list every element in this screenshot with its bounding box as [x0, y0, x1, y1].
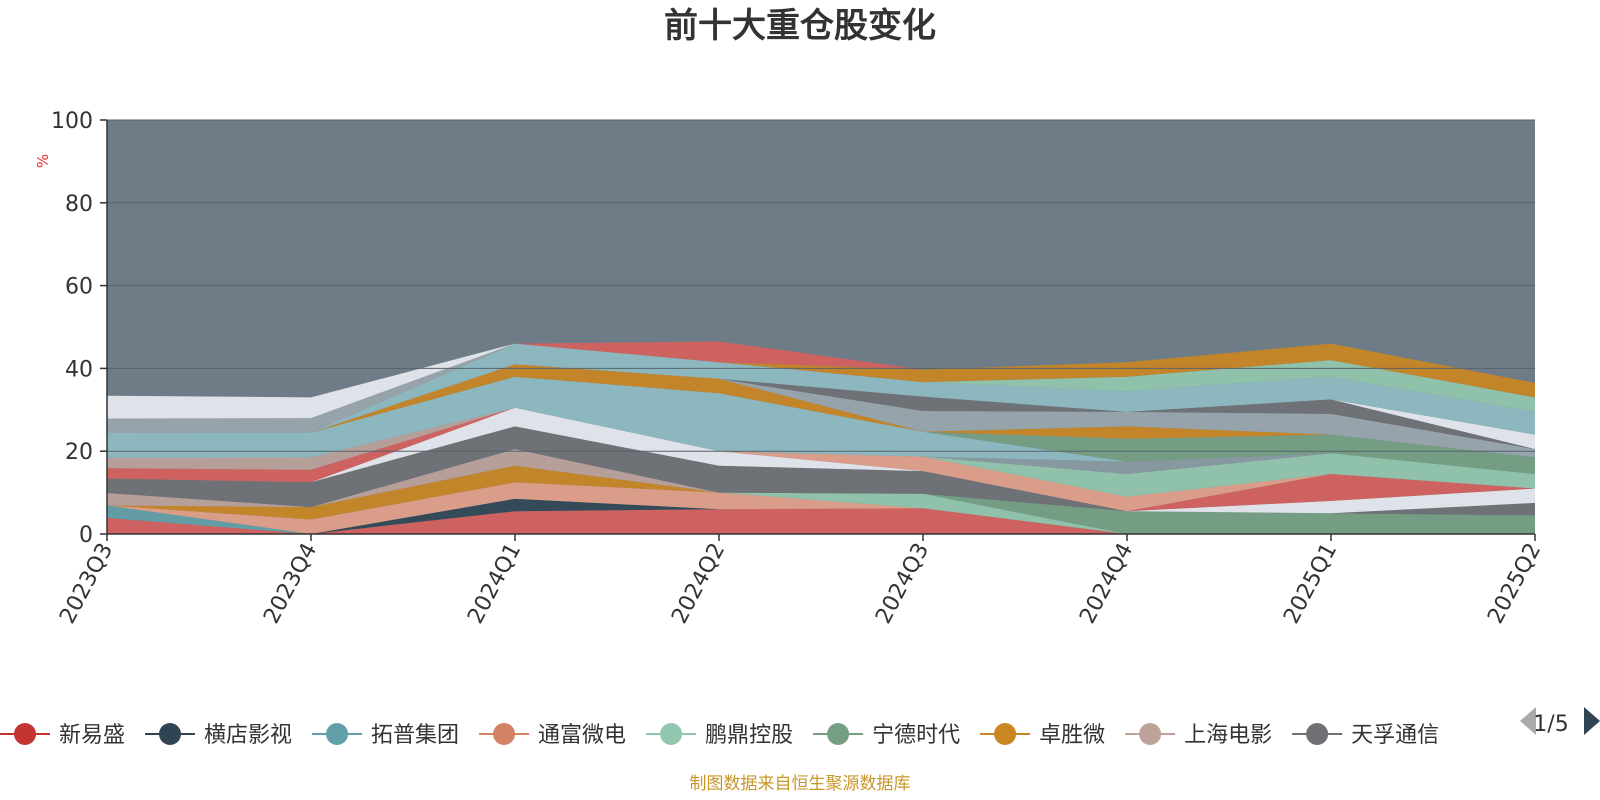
area-series-25[interactable]: [107, 341, 1535, 434]
x-tick-label: 2023Q3: [55, 539, 118, 628]
x-tick-label: 2024Q2: [667, 539, 730, 628]
area-series-24[interactable]: [107, 341, 1535, 434]
area-series-26[interactable]: [107, 341, 1535, 419]
legend-label: 天孚通信: [1351, 723, 1439, 748]
y-tick-label: 80: [65, 192, 93, 217]
area-series-15[interactable]: [107, 376, 1535, 474]
legend-label: 宁德时代: [872, 723, 960, 748]
legend-marker: [1306, 723, 1329, 745]
x-tick-label: 2024Q3: [871, 539, 934, 628]
legend-marker: [994, 723, 1017, 745]
legend-label: 横店影视: [204, 723, 292, 748]
triangle-right-icon[interactable]: [1584, 707, 1600, 735]
area-series-9[interactable]: [107, 407, 1535, 514]
legend-marker: [493, 723, 516, 745]
legend-label: 拓普集团: [371, 723, 459, 748]
legend-label: 卓胜微: [1039, 723, 1105, 748]
area-series-17[interactable]: [107, 364, 1535, 458]
area-series-21[interactable]: [107, 343, 1535, 435]
y-tick-label: 0: [79, 523, 93, 548]
legend-item[interactable]: 鹏鼎控股: [646, 723, 793, 748]
area-series-3[interactable]: [107, 482, 1535, 534]
legend-label: 通富微电: [538, 723, 626, 748]
legend-label: 上海电影: [1184, 723, 1272, 748]
x-tick-label: 2025Q2: [1483, 539, 1546, 628]
area-series-19[interactable]: [107, 364, 1535, 450]
legend-marker: [1139, 723, 1162, 745]
x-tick-label: 2024Q1: [463, 539, 526, 628]
data-source-note: 制图数据来自恒生聚源数据库: [690, 774, 911, 794]
y-axis-unit-label: %: [34, 154, 52, 168]
legend: 新易盛 横店影视 拓普集团 通富微电 鹏鼎控股 宁德时代 卓胜微 上海电影 天孚通信: [0, 723, 1439, 748]
area-series-8[interactable]: [107, 426, 1535, 516]
legend-item[interactable]: 宁德时代: [813, 723, 960, 748]
y-tick-label: 60: [65, 275, 93, 300]
legend-item[interactable]: 新易盛: [0, 723, 125, 748]
area-series-11[interactable]: [107, 407, 1535, 512]
legend-page-indicator: 1/5: [1533, 712, 1568, 737]
legend-label: 鹏鼎控股: [705, 723, 793, 748]
stacked-area-series: [107, 341, 1535, 534]
legend-item[interactable]: 上海电影: [1125, 723, 1272, 748]
area-series-6[interactable]: [107, 465, 1535, 520]
area-series-5[interactable]: [107, 482, 1535, 534]
y-tick-label: 20: [65, 440, 93, 465]
grid-lines: [107, 119, 1535, 452]
area-series-23[interactable]: [107, 343, 1535, 433]
area-series-16[interactable]: [107, 376, 1535, 474]
area-series-7[interactable]: [107, 449, 1535, 516]
x-tick-label: 2024Q4: [1075, 539, 1138, 628]
area-series-12[interactable]: [107, 407, 1535, 497]
area-series-14[interactable]: [107, 407, 1535, 474]
area-series-0[interactable]: [107, 508, 1535, 534]
y-tick-label: 100: [51, 109, 93, 134]
legend-item[interactable]: 横店影视: [145, 723, 292, 748]
legend-marker: [159, 723, 182, 745]
legend-label: 新易盛: [59, 723, 125, 748]
legend-item[interactable]: 拓普集团: [312, 723, 459, 748]
legend-item[interactable]: 天孚通信: [1292, 723, 1439, 748]
chart-title: 前十大重仓股变化: [664, 6, 936, 46]
legend-marker: [660, 723, 683, 745]
x-tick-label: 2025Q1: [1279, 539, 1342, 628]
legend-item[interactable]: 通富微电: [479, 723, 626, 748]
x-tick-label: 2023Q4: [259, 539, 322, 628]
legend-marker: [326, 723, 349, 745]
legend-marker: [14, 723, 36, 745]
legend-pagination: 1/5: [1520, 707, 1600, 737]
legend-item[interactable]: 卓胜微: [980, 723, 1105, 748]
triangle-left-icon[interactable]: [1520, 707, 1536, 735]
legend-marker: [827, 723, 850, 745]
y-tick-label: 40: [65, 357, 93, 382]
